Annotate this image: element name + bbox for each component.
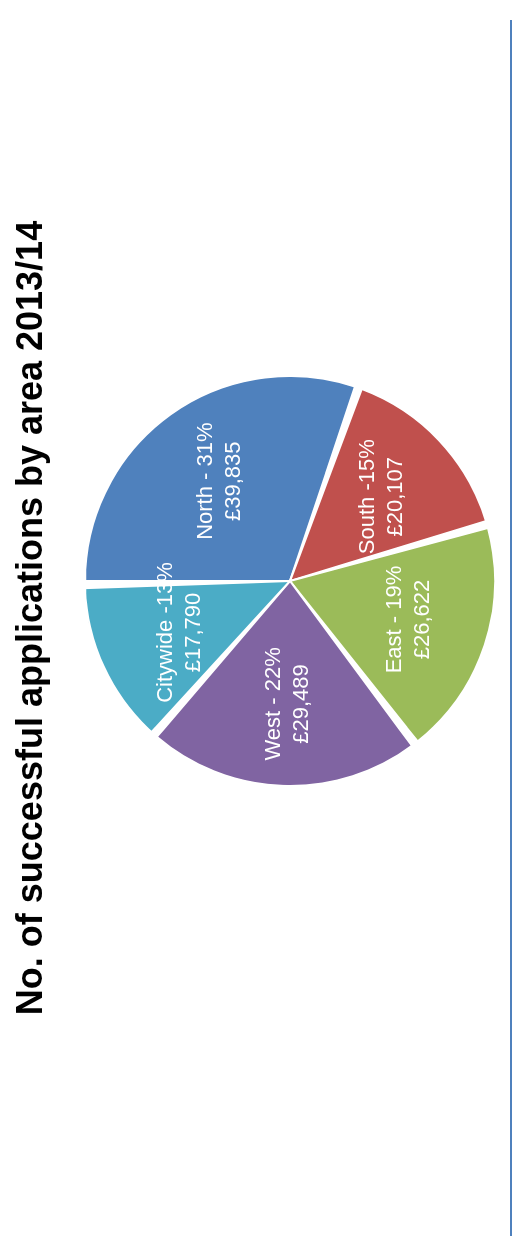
svg-text:East - 19%£26,622: East - 19%£26,622 <box>381 566 434 674</box>
svg-text:West - 22%£29,489: West - 22%£29,489 <box>260 647 313 760</box>
svg-text:Citywide -13%£17,790: Citywide -13%£17,790 <box>152 562 205 703</box>
html-text:No. of successful applications: No. of successful applications by area 2… <box>9 220 50 1016</box>
svg-text:South -15%£20,107: South -15%£20,107 <box>354 439 407 554</box>
svg-text:North - 31%£39,835: North - 31%£39,835 <box>192 422 245 539</box>
